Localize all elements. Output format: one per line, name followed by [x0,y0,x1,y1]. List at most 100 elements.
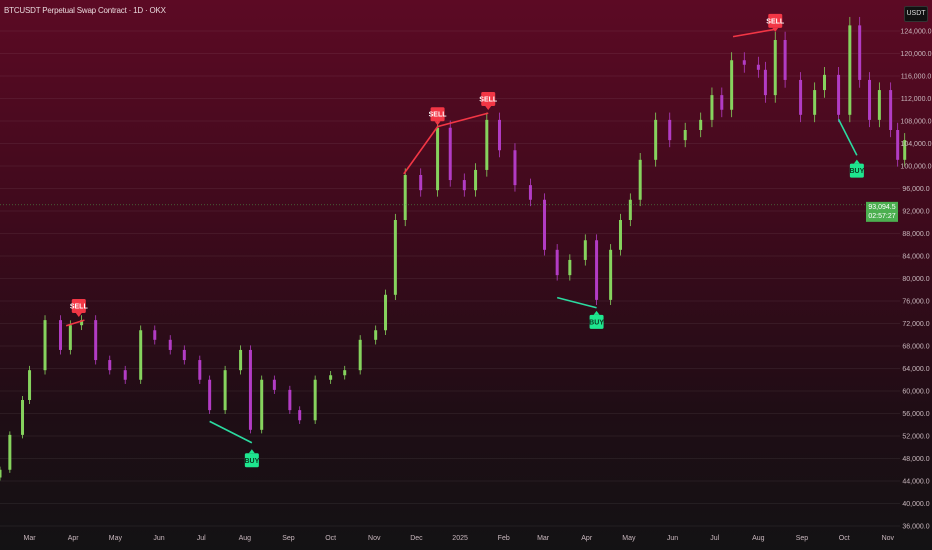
candle-body [313,379,317,421]
candle-body [153,330,157,340]
price-tick-label: 120,000.0 [900,51,931,58]
price-tick-label: 72,000.0 [902,321,929,328]
candles [0,16,907,481]
time-tick-label: Oct [325,535,336,542]
candle-body [198,360,202,380]
buy-signal-label[interactable] [589,314,604,329]
candle-body [139,330,143,380]
price-tick-label: 124,000.0 [900,29,931,36]
candle-body [583,240,587,260]
time-tick-label: Feb [498,535,510,542]
candle-body [889,90,893,130]
candle-body [80,320,84,326]
buy-signal-label[interactable] [244,453,259,468]
candle-body [618,220,622,250]
candle-body [513,150,517,186]
price-tick-label: 68,000.0 [902,344,929,351]
sell-signal-label[interactable] [71,299,86,313]
candle-body [474,169,478,191]
price-tick-label: 44,000.0 [902,479,929,486]
candle-body [720,95,724,110]
buy-trend-line [209,420,253,444]
chart-title: BTCUSDT Perpetual Swap Contract · 1D · O… [4,6,166,15]
candle-body [28,370,32,400]
candle-body [260,379,264,430]
price-tick-label: 36,000.0 [902,524,929,531]
signal-pointer [75,313,82,317]
time-tick-label: May [109,535,123,542]
current-price-badge [866,201,898,222]
candle-body [485,119,489,170]
price-tick-label: 80,000.0 [902,276,929,283]
candle-body [756,64,760,70]
price-tick-label: 52,000.0 [902,434,929,441]
price-tick-label: 48,000.0 [902,456,929,463]
time-tick-label: Jul [710,535,719,542]
candle-body [393,220,397,295]
candle-body [448,127,452,181]
candle-body [555,249,559,276]
candle-body [384,294,388,331]
signal-pointer [485,106,492,110]
candle-body [8,434,12,470]
signal-text: BUY [849,168,864,175]
sell-signal-label[interactable] [430,107,445,122]
time-tick-label: 2025 [452,535,468,542]
signal-text: BUY [244,458,259,465]
candle-body [742,60,746,65]
candle-body [436,127,440,191]
signal-text: SELL [479,97,498,104]
price-tick-label: 116,000.0 [901,74,932,81]
price-tick-label: 92,000.0 [902,209,929,216]
candle-body [730,60,734,110]
current-price-value: 93,094.5 [868,204,895,211]
price-tick-label: 108,000.0 [900,119,931,126]
candle-body [823,74,827,91]
candle-body [43,320,47,371]
candle-body [877,90,881,120]
candle-body [108,360,112,371]
price-tick-label: 112,000.0 [901,96,932,103]
time-tick-label: Nov [368,535,381,542]
sell-trend-line [403,112,489,175]
candle-body [654,119,658,160]
candle-body [68,325,72,350]
price-tick-label: 104,000.0 [900,141,931,148]
candle-body [403,175,407,220]
candle-body [628,199,632,220]
candle-body [374,330,378,340]
candle-body [462,180,466,191]
time-tick-label: Jun [153,535,164,542]
time-tick-label: Sep [282,535,295,542]
currency-button[interactable]: USDT [904,6,928,22]
signal-pointer [593,310,600,315]
candle-body [329,375,333,380]
candle-body [343,370,347,376]
price-tick-label: 60,000.0 [902,389,929,396]
sell-signal-label[interactable] [481,92,496,106]
sell-signal-label[interactable] [768,13,783,28]
candle-body [123,370,127,380]
candle-body [763,69,767,96]
signal-text: SELL [70,304,89,311]
candle-body [699,119,703,130]
candle-body [783,40,787,80]
current-price-marker: 93,094.5 02:57:27 [0,201,898,222]
buy-trend-line [556,296,597,309]
candle-body [528,185,532,200]
countdown-timer: 02:57:27 [868,213,895,220]
candle-body [182,349,186,361]
candle-body [668,119,672,141]
candle-body [568,259,572,276]
candle-body [0,469,2,478]
buy-signal-label[interactable] [849,163,864,178]
candle-body [272,379,276,390]
time-tick-label: Jun [667,535,678,542]
signal-pointer [248,449,255,454]
candle-body [773,40,777,96]
time-tick-label: Mar [24,535,37,542]
candle-body [208,379,212,411]
price-tick-label: 88,000.0 [902,231,929,238]
